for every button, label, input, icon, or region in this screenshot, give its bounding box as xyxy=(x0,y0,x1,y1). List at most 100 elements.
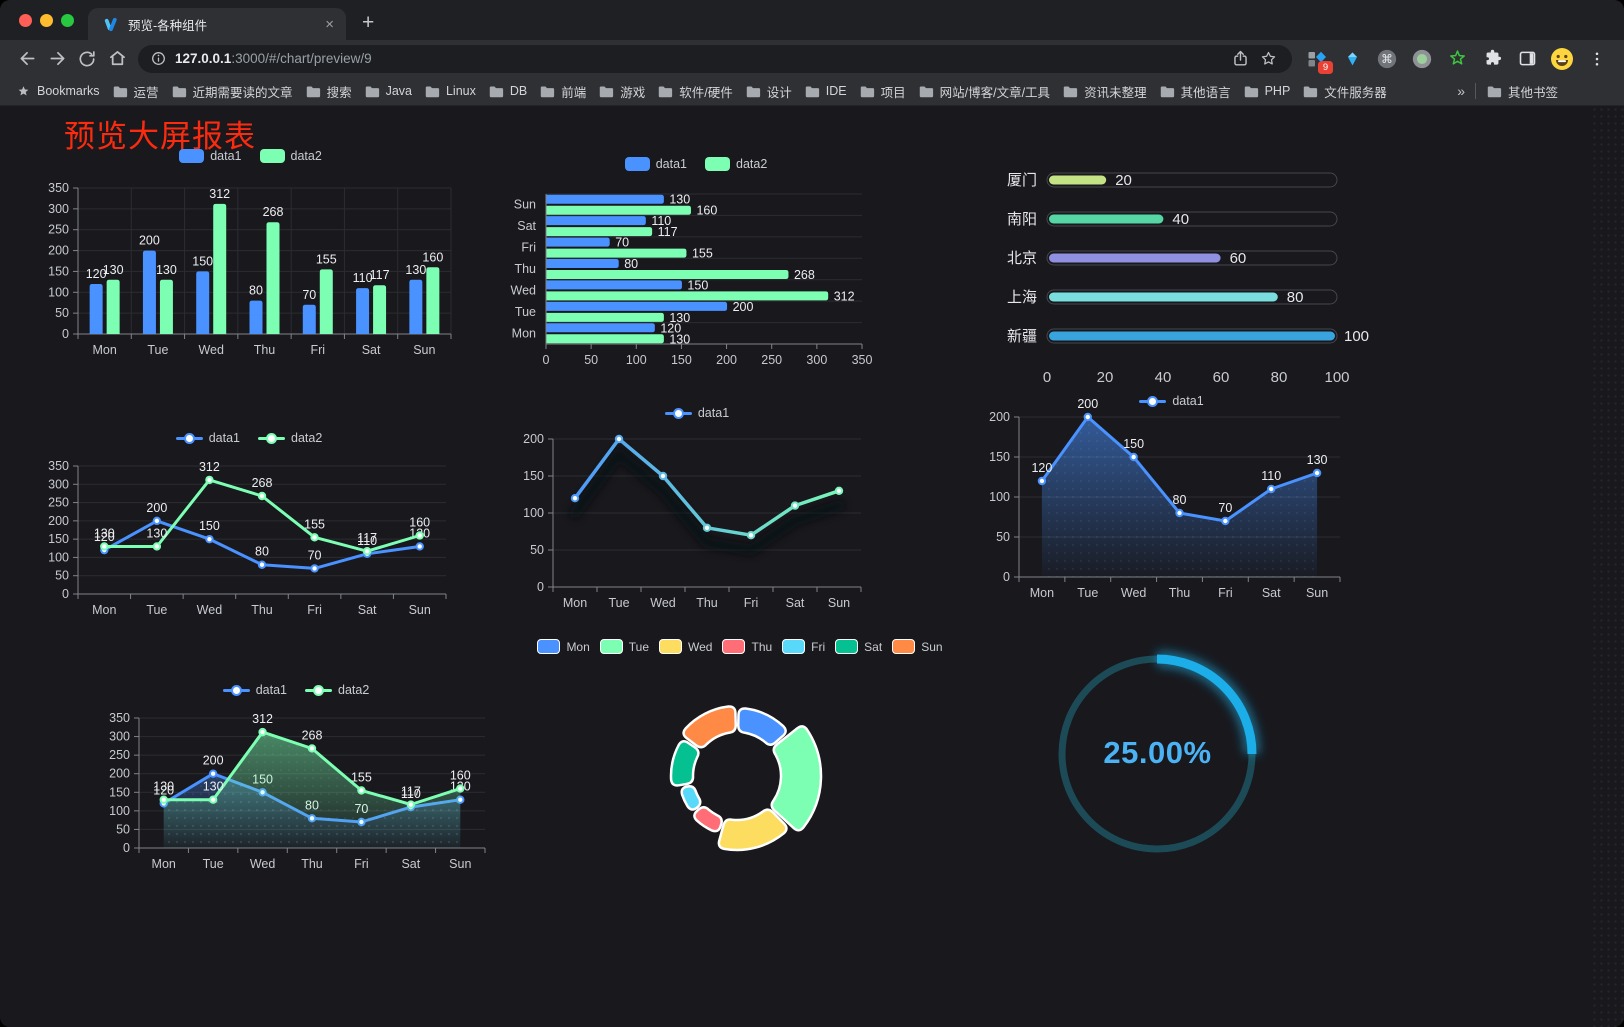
bookmark-folder[interactable]: 文件服务器 xyxy=(1302,82,1387,101)
extension-onetab-button[interactable]: 9 xyxy=(1304,46,1333,74)
bookmark-folder[interactable]: DB xyxy=(488,83,527,99)
extensions-menu-button[interactable] xyxy=(1479,46,1505,72)
command-icon: ⌘ xyxy=(1377,49,1397,68)
site-info-icon[interactable] xyxy=(150,50,167,67)
svg-text:350: 350 xyxy=(48,459,69,473)
chart-canvas[interactable]: 0 50 100 150 200 250 300 350 Mon Tue Wed Thu Fri Sat S… xyxy=(38,428,460,640)
chart-canvas[interactable] xyxy=(530,636,950,886)
legend-item-data2[interactable]: data2 xyxy=(705,157,767,171)
legend-item-Wed[interactable]: Wed xyxy=(659,639,712,654)
legend-item-Sat[interactable]: Sat xyxy=(835,639,882,654)
reload-button[interactable] xyxy=(72,44,102,74)
bookmark-folder[interactable]: 设计 xyxy=(745,82,792,101)
svg-text:Sat: Sat xyxy=(401,857,420,871)
svg-text:155: 155 xyxy=(351,770,372,784)
progress-bar-chart[interactable]: 厦门 20 南阳 40 北京 60 上海 80 新疆 100 0 20 40 60 80 100 xyxy=(985,154,1373,399)
legend-item-data1[interactable]: data1 xyxy=(1139,394,1204,408)
bookmark-label: 游戏 xyxy=(620,85,646,100)
share-icon xyxy=(1233,50,1247,66)
maximize-window-button[interactable] xyxy=(61,13,74,27)
home-button[interactable] xyxy=(102,44,132,74)
legend-item-data1[interactable]: data1 xyxy=(624,157,687,171)
bookmark-item-bookmarks[interactable]: Bookmarks xyxy=(16,84,100,99)
svg-text:Thu: Thu xyxy=(301,857,323,871)
bookmark-folder[interactable]: 网站/博客/文章/工具 xyxy=(918,82,1050,101)
forward-button[interactable] xyxy=(42,44,72,74)
bookmark-folder[interactable]: 近期需要读的文章 xyxy=(171,82,293,101)
bookmark-folder[interactable]: 前端 xyxy=(539,82,586,101)
bookmark-folder[interactable]: Linux xyxy=(424,83,476,99)
legend-item-data1[interactable]: data1 xyxy=(222,683,287,697)
chart-canvas[interactable]: 0 50 100 150 200 Mon Tue Wed Thu Fri Sat Sun xyxy=(503,403,891,621)
ring-gauge-chart[interactable]: 25.00% xyxy=(1040,639,1275,879)
bookmark-folder[interactable]: 游戏 xyxy=(598,82,645,101)
chart-canvas[interactable]: 0 50 100 150 200 250 300 350 Mon Tue Wed Thu Fri Sat S… xyxy=(95,680,497,898)
chart-canvas[interactable]: 0 50 100 150 200 250 300 350 Mon Tue Wed Thu Fri Sat S… xyxy=(38,146,463,364)
svg-text:200: 200 xyxy=(989,410,1010,424)
chart-canvas[interactable]: 0 50 100 150 200 250 300 350 Mon Tue Wed Thu Fri Sat S… xyxy=(500,154,892,372)
bookmark-label: Java xyxy=(385,84,412,98)
grouped-bar-chart[interactable]: 0 50 100 150 200 250 300 350 Mon Tue Wed Thu Fri Sat S… xyxy=(38,146,463,364)
bookmarks-overflow-button[interactable]: » xyxy=(1457,83,1465,99)
area-line-chart-dual[interactable]: 0 50 100 150 200 250 300 350 Mon Tue Wed Thu Fri Sat S… xyxy=(95,680,497,898)
window-titlebar[interactable]: 预览-各种组件 × + xyxy=(0,0,1624,40)
other-bookmarks-button[interactable]: 其他书签 xyxy=(1486,82,1558,101)
svg-text:100: 100 xyxy=(48,285,69,299)
share-button[interactable] xyxy=(1226,45,1254,73)
series-data2: 130 130 312 268 155 117 160 xyxy=(94,460,430,556)
svg-text:130: 130 xyxy=(405,263,426,277)
gradient-line-chart[interactable]: 0 50 100 150 200 Mon Tue Wed Thu Fri Sat Sun data1 xyxy=(503,403,891,621)
extension-command-button[interactable]: ⌘ xyxy=(1374,46,1400,72)
bookmark-folder[interactable]: 项目 xyxy=(859,82,906,101)
close-window-button[interactable] xyxy=(19,13,32,27)
series-data1: 120 200 150 80 70 110 130 xyxy=(94,501,430,573)
address-bar[interactable]: 127.0.0.1:3000/#/chart/preview/9 xyxy=(138,44,1292,73)
legend-item-data1[interactable]: data1 xyxy=(179,149,242,163)
legend-item-Mon[interactable]: Mon xyxy=(537,639,590,654)
chart-canvas[interactable]: 厦门 20 南阳 40 北京 60 上海 80 新疆 100 0 20 40 60 80 100 xyxy=(985,154,1373,399)
bookmark-folder[interactable]: Java xyxy=(364,83,412,99)
legend-item-Tue[interactable]: Tue xyxy=(599,639,649,654)
extension-star-button[interactable] xyxy=(1444,46,1470,72)
bookmark-folder[interactable]: IDE xyxy=(804,83,847,99)
legend-item-data2[interactable]: data2 xyxy=(259,149,322,163)
folder-icon xyxy=(113,86,127,98)
browser-tab[interactable]: 预览-各种组件 × xyxy=(88,8,346,40)
bookmark-label: 前端 xyxy=(561,85,587,100)
side-panel-button[interactable] xyxy=(1514,46,1540,72)
dual-line-chart[interactable]: 0 50 100 150 200 250 300 350 Mon Tue Wed Thu Fri Sat S… xyxy=(38,428,460,640)
extension-gem-button[interactable] xyxy=(1339,46,1365,72)
legend-item-data2[interactable]: data2 xyxy=(258,431,322,445)
svg-text:350: 350 xyxy=(109,711,130,725)
browser-menu-button[interactable] xyxy=(1584,46,1610,72)
profile-avatar[interactable] xyxy=(1549,46,1575,72)
legend-item-Sun[interactable]: Sun xyxy=(892,639,943,654)
folder-icon xyxy=(919,86,933,98)
bookmark-folder[interactable]: 运营 xyxy=(112,82,159,101)
url-text[interactable]: 127.0.0.1:3000/#/chart/preview/9 xyxy=(175,51,1226,66)
rose-donut-chart[interactable]: Mon Tue Wed Thu Fri Sat Sun xyxy=(530,636,950,886)
legend-item-data1[interactable]: data1 xyxy=(175,431,240,445)
extension-recorder-button[interactable] xyxy=(1409,46,1435,72)
svg-text:120: 120 xyxy=(86,267,107,281)
new-tab-button[interactable]: + xyxy=(362,11,375,34)
legend-item-data1[interactable]: data1 xyxy=(664,406,729,420)
legend-item-Fri[interactable]: Fri xyxy=(782,639,825,654)
area-line-chart-single[interactable]: 0 50 100 150 200 Mon Tue Wed Thu Fri Sat Sun 120 200 1… xyxy=(983,391,1360,603)
minimize-window-button[interactable] xyxy=(40,13,53,27)
chart-canvas[interactable] xyxy=(1040,639,1275,879)
bookmark-label: 软件/硬件 xyxy=(679,85,733,100)
legend-item-data2[interactable]: data2 xyxy=(305,683,369,697)
legend-item-Thu[interactable]: Thu xyxy=(722,639,772,654)
bookmark-folder[interactable]: 软件/硬件 xyxy=(657,82,733,101)
bookmark-folder[interactable]: 搜索 xyxy=(305,82,352,101)
svg-text:312: 312 xyxy=(834,289,855,303)
bookmark-folder[interactable]: 其他语言 xyxy=(1159,82,1231,101)
horizontal-bar-chart[interactable]: 0 50 100 150 200 250 300 350 Mon Tue Wed Thu Fri Sat S… xyxy=(500,154,892,372)
bookmark-page-button[interactable] xyxy=(1254,45,1282,73)
back-button[interactable] xyxy=(12,44,42,74)
tab-close-button[interactable]: × xyxy=(325,15,334,33)
bookmark-folder[interactable]: PHP xyxy=(1243,83,1290,99)
bookmark-folder[interactable]: 资讯未整理 xyxy=(1062,82,1147,101)
